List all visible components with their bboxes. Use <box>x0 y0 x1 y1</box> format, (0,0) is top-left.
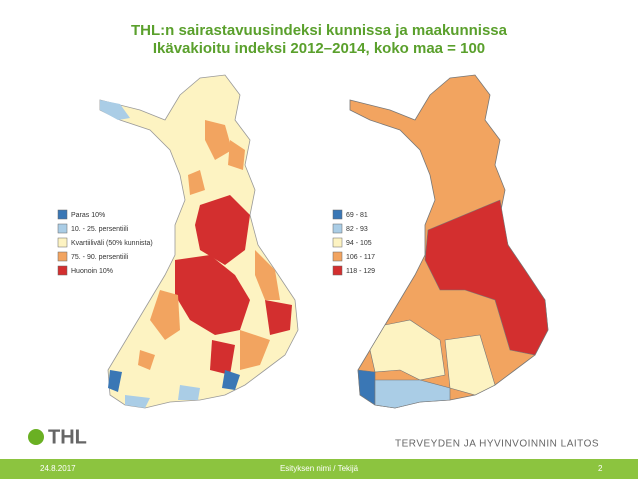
legend-swatch <box>57 209 68 220</box>
municipality-map <box>99 74 299 409</box>
legend-swatch <box>57 237 68 248</box>
title: THL:n sairastavuusindeksi kunnissa ja ma… <box>131 22 508 39</box>
legend-label: 94 - 105 <box>346 240 372 247</box>
footer-page: 2 <box>598 464 603 473</box>
legend-swatch <box>57 265 68 276</box>
legend-label: 10. - 25. persentiili <box>71 226 129 233</box>
legend-label: 82 - 93 <box>346 226 368 233</box>
legend-swatch <box>332 209 343 220</box>
legend-label: 75. - 90. persentiili <box>71 254 129 261</box>
region-map <box>349 74 549 409</box>
legend-swatch <box>332 237 343 248</box>
legend-swatch <box>332 265 343 276</box>
logo-mark <box>28 429 44 445</box>
legend-swatch <box>57 251 68 262</box>
legend-label: Paras 10% <box>71 212 105 219</box>
subtitle: Ikävakioitu indeksi 2012–2014, koko maa … <box>153 40 485 57</box>
footer-date: 24.8.2017 <box>40 464 76 473</box>
legend-label: 106 - 117 <box>346 254 375 261</box>
legend-swatch <box>332 251 343 262</box>
footer-bar <box>0 459 638 479</box>
legends: Paras 10% 10. - 25. persentiili Kvartiiliv… <box>57 209 375 276</box>
legend-swatch <box>332 223 343 234</box>
logo: THL <box>48 426 87 448</box>
legend-label: 69 - 81 <box>346 212 368 219</box>
legend-label: 118 - 129 <box>346 268 375 275</box>
footer-presentation: Esityksen nimi / Tekijä <box>280 464 359 473</box>
organization: TERVEYDEN JA HYVINVOINNIN LAITOS <box>395 439 599 450</box>
legend-label: Kvartiiliväli (50% kunnista) <box>71 240 153 247</box>
legend-swatch <box>57 223 68 234</box>
legend-label: Huonoin 10% <box>71 268 113 275</box>
